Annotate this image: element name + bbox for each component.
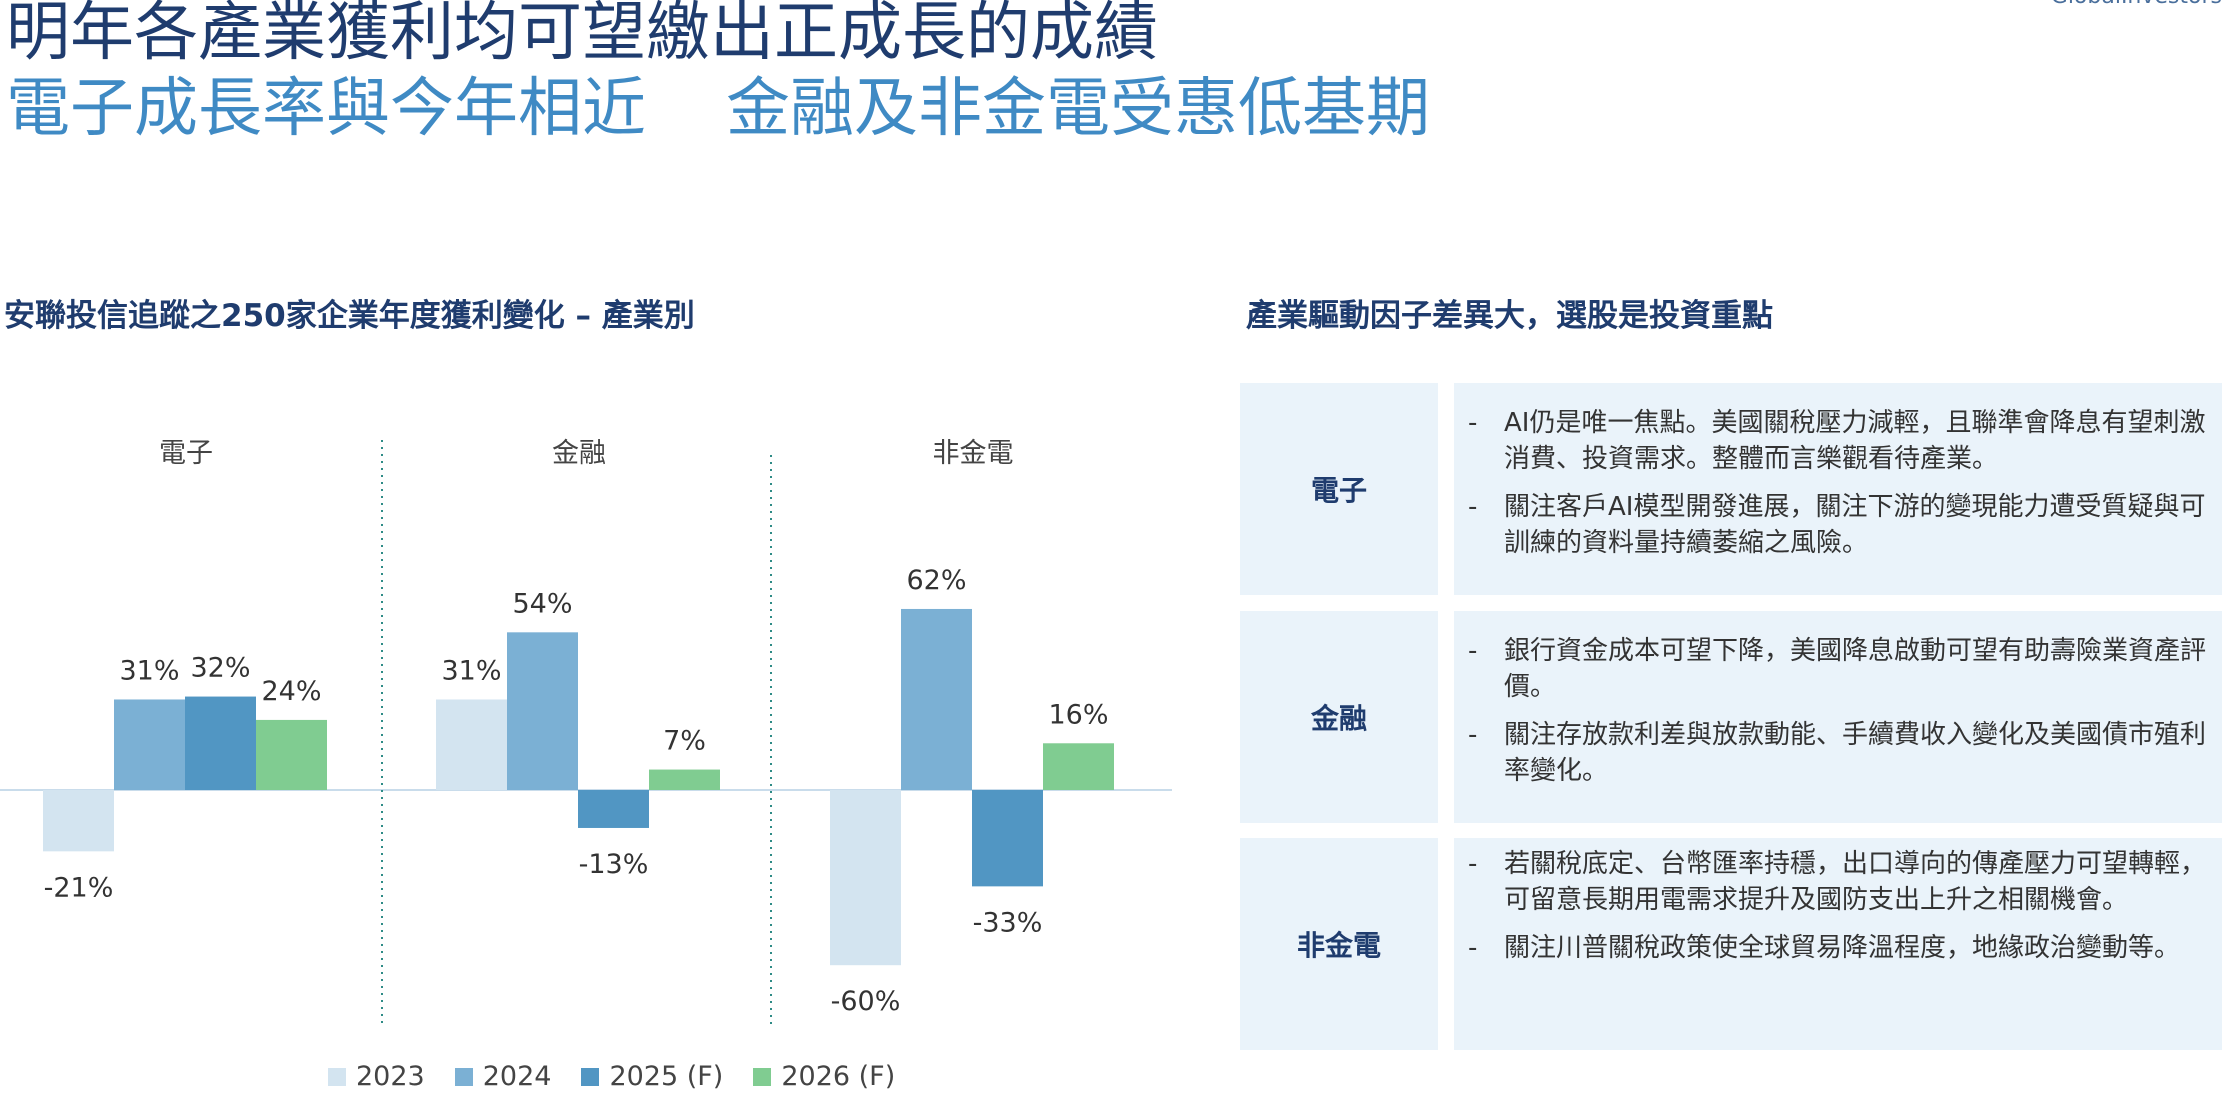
- bullet-item: - 關注客戶AI模型開發進展，關注下游的變現能力遭受質疑與可訓練的資料量持續萎縮之…: [1468, 489, 2206, 561]
- bar-2023: [830, 790, 901, 966]
- bullet-item: - 銀行資金成本可望下降，美國降息啟動可望有助壽險業資產評價。: [1468, 633, 2206, 705]
- panel-text-finance: - 銀行資金成本可望下降，美國降息啟動可望有助壽險業資產評價。 - 關注存放款利差與…: [1454, 611, 2222, 823]
- subtitle-part-finance: 金融及非金電受惠低基期: [726, 72, 1430, 146]
- panel-finance: 金融 - 銀行資金成本可望下降，美國降息啟動可望有助壽險業資產評價。 - 關注存放款…: [1240, 611, 2222, 823]
- legend-label-2023: 2023: [356, 1061, 425, 1092]
- profit-change-bar-chart: 電子 金融 非金電 -21% 31% -60% 31% 54% 62% 32% -13% -33% 24…: [0, 438, 1172, 1025]
- category-label: 金融: [552, 438, 606, 469]
- bullet-item: - 若關稅底定、台幣匯率持穩，出口導向的傳產壓力可望轉輕，可留意長期用電需求提升及…: [1468, 846, 2206, 918]
- legend-swatch-2026f: [753, 1067, 772, 1086]
- drivers-heading: 產業驅動因子差異大，選股是投資重點: [1246, 298, 1773, 334]
- category-label: 非金電: [933, 438, 1014, 469]
- bar-2024: [507, 632, 578, 790]
- bar-value-label: 7%: [663, 726, 706, 757]
- legend-label-2024: 2024: [482, 1061, 552, 1092]
- panel-text-non-fin-elec: - 若關稅底定、台幣匯率持穩，出口導向的傳產壓力可望轉輕，可留意長期用電需求提升及…: [1454, 838, 2222, 1050]
- legend-swatch-2023: [328, 1067, 346, 1086]
- bullet-item: - 關注川普關稅政策使全球貿易降溫程度，地緣政治變動等。: [1468, 930, 2206, 966]
- legend-item-2026f: 2026 (F): [753, 1061, 895, 1092]
- legend-item-2023: 2023: [328, 1061, 425, 1092]
- bar-value-label: 62%: [906, 565, 966, 596]
- bullet-item: - AI仍是唯一焦點。美國關稅壓力減輕，且聯準會降息有望刺激消費、投資需求。整體而…: [1468, 405, 2206, 477]
- panel-text-electronics: - AI仍是唯一焦點。美國關稅壓力減輕，且聯準會降息有望刺激消費、投資需求。整體而…: [1454, 383, 2222, 595]
- bar-2023: [43, 790, 114, 852]
- legend-swatch-2024: [454, 1067, 473, 1086]
- bullet-text: 若關稅底定、台幣匯率持穩，出口導向的傳產壓力可望轉輕，可留意長期用電需求提升及國…: [1504, 849, 2207, 915]
- chart-heading: 安聯投信追蹤之250家企業年度獲利變化 – 產業別: [4, 298, 695, 334]
- bullet-text: 銀行資金成本可望下降，美國降息啟動可望有助壽險業資產評價。: [1504, 636, 2207, 702]
- bar-value-label: 32%: [190, 653, 250, 684]
- panel-electronics: 電子 - AI仍是唯一焦點。美國關稅壓力減輕，且聯準會降息有望刺激消費、投資需求。…: [1240, 383, 2222, 595]
- subtitle-part-electronics: 電子成長率與今年相近: [6, 72, 646, 146]
- bar-2024: [114, 699, 185, 790]
- bullet-item: - 關注存放款利差與放款動能、手續費收入變化及美國債市殖利率變化。: [1468, 717, 2206, 789]
- bullet-text: 關注客戶AI模型開發進展，關注下游的變現能力遭受質疑與可訓練的資料量持續萎縮之風…: [1504, 492, 2206, 558]
- panel-label-finance: 金融: [1240, 611, 1438, 823]
- legend-label-2025f: 2025 (F): [609, 1061, 724, 1092]
- bar-value-label: 16%: [1048, 699, 1108, 730]
- bar-value-label: 24%: [261, 676, 321, 707]
- bar-2025f: [185, 696, 256, 790]
- bar-value-label: 31%: [441, 655, 501, 686]
- page-title: 明年各產業獲利均可望繳出正成長的成績: [6, 0, 1158, 70]
- chart-legend: 2023 2024 2025 (F) 2026 (F): [328, 1061, 895, 1092]
- page-subtitle: 電子成長率與今年相近 金融及非金電受惠低基期: [6, 70, 1430, 148]
- panel-label-electronics: 電子: [1240, 383, 1438, 595]
- bullet-text: 關注存放款利差與放款動能、手續費收入變化及美國債市殖利率變化。: [1504, 720, 2207, 786]
- legend-swatch-2025f: [581, 1067, 600, 1086]
- bar-value-label: -60%: [831, 986, 901, 1017]
- bar-2026f: [1043, 743, 1114, 790]
- panel-label-non-fin-elec: 非金電: [1240, 838, 1438, 1050]
- bar-2026f: [649, 769, 720, 790]
- bar-value-label: -13%: [579, 849, 649, 880]
- panel-non-fin-elec: 非金電 - 若關稅底定、台幣匯率持穩，出口導向的傳產壓力可望轉輕，可留意長期用電需…: [1240, 838, 2222, 1050]
- brand-logo-text: GlobalInvestors: [2051, 0, 2222, 9]
- legend-label-2026f: 2026 (F): [781, 1061, 896, 1092]
- bar-value-label: 54%: [512, 588, 572, 619]
- legend-item-2025f: 2025 (F): [581, 1061, 723, 1092]
- bar-value-label: -21%: [44, 872, 114, 903]
- bar-2025f: [972, 790, 1043, 887]
- bar-value-label: 31%: [119, 655, 179, 686]
- bar-value-label: -33%: [973, 907, 1043, 938]
- bullet-text: 關注川普關稅政策使全球貿易降溫程度，地緣政治變動等。: [1504, 933, 2181, 963]
- bar-2024: [901, 608, 972, 790]
- bar-2026f: [256, 719, 327, 790]
- bullet-text: AI仍是唯一焦點。美國關稅壓力減輕，且聯準會降息有望刺激消費、投資需求。整體而言…: [1504, 408, 2206, 474]
- category-label: 電子: [159, 438, 213, 469]
- bar-2023: [436, 699, 507, 790]
- legend-item-2024: 2024: [454, 1061, 552, 1092]
- bar-2025f: [578, 790, 649, 828]
